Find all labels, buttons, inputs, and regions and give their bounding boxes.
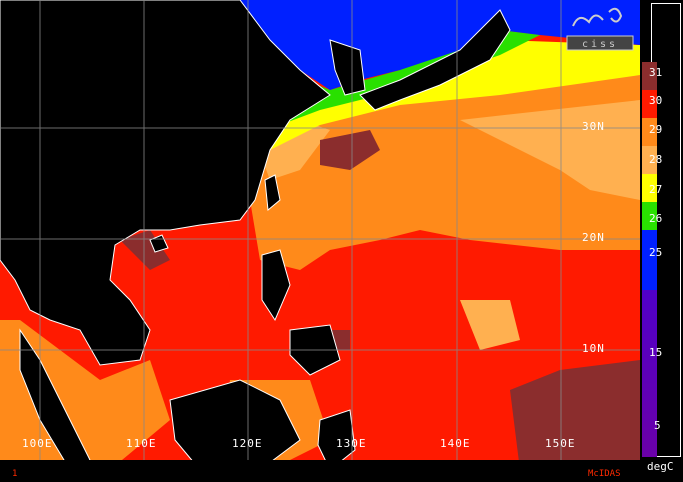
sst-28-sulu — [460, 300, 520, 350]
sst-31-region-se — [510, 360, 640, 470]
cbar-28 — [642, 146, 657, 174]
lon-label-100e: 100E — [22, 437, 53, 450]
cbar-label-25: 25 — [649, 246, 663, 259]
sst-31-region-gulf — [120, 230, 170, 270]
lat-label-30n: 30N — [582, 120, 605, 133]
cbar-30 — [642, 90, 657, 118]
cbar-label-5: 5 — [654, 419, 661, 432]
land-taiwan — [264, 174, 281, 211]
cbar-25 — [642, 230, 657, 290]
footer-mcidas: McIDAS — [588, 469, 621, 479]
lon-label-120e: 120E — [232, 437, 263, 450]
logo-text: ciss — [582, 39, 618, 50]
lat-label-10n: 10N — [582, 342, 605, 355]
sst-28-patch — [460, 100, 640, 200]
cbar-label-28: 28 — [649, 153, 663, 166]
cbar-label-29: 29 — [649, 123, 663, 136]
sst-27-band — [270, 40, 640, 150]
cbar-label-31: 31 — [649, 66, 663, 79]
land-luzon — [261, 249, 291, 322]
lon-label-150e: 150E — [545, 437, 576, 450]
lon-label-140e: 140E — [440, 437, 471, 450]
sst-29-south — [0, 320, 170, 470]
cbar-29 — [642, 118, 657, 146]
ciss-logo-icon: ciss — [566, 7, 634, 51]
colorbar-unit: degC — [647, 460, 674, 473]
grid — [0, 0, 640, 460]
lon-label-130e: 130E — [336, 437, 367, 450]
cbar-27 — [642, 174, 657, 202]
cbar-15 — [642, 290, 657, 457]
lon-label-110e: 110E — [126, 437, 157, 450]
footer-frame-number: 1 — [12, 469, 18, 479]
cbar-26 — [642, 202, 657, 230]
cbar-label-15: 15 — [649, 346, 663, 359]
cbar-label-30: 30 — [649, 94, 663, 107]
lat-label-20n: 20N — [582, 231, 605, 244]
land-korea — [329, 39, 366, 96]
land-japan — [359, 9, 511, 111]
sst-31-region-n — [320, 130, 380, 170]
cbar-31 — [642, 62, 657, 90]
cbar-label-26: 26 — [649, 212, 663, 225]
land-borneo — [169, 379, 301, 471]
cbar-label-27: 27 — [649, 183, 663, 196]
sst-map — [0, 0, 640, 482]
